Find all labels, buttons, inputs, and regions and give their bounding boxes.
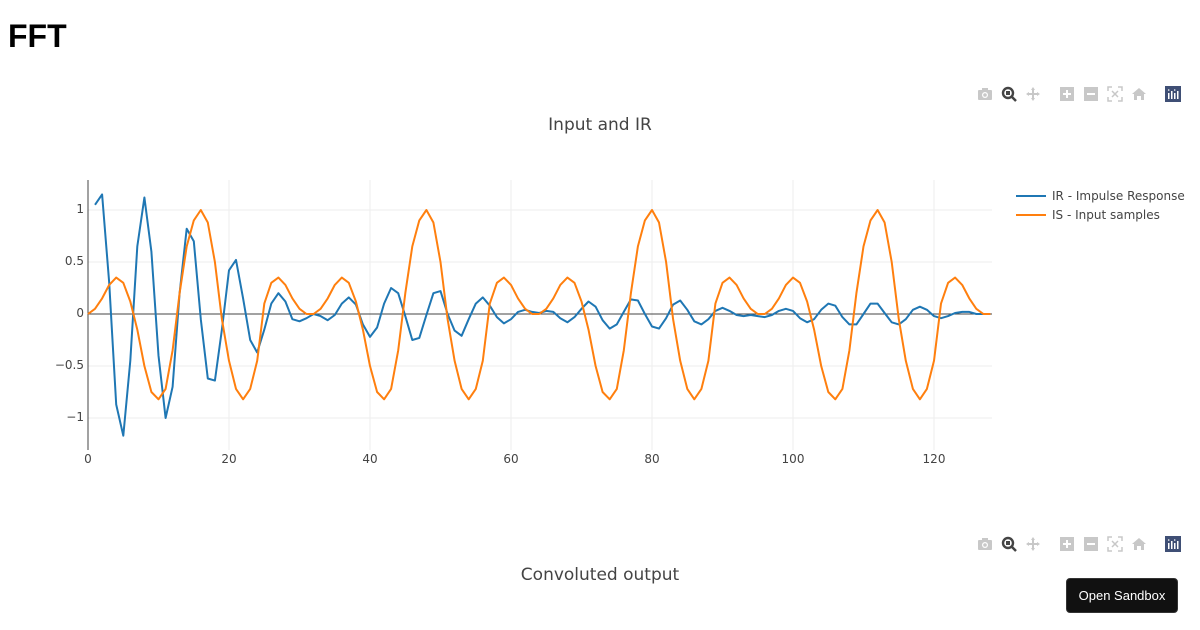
y-tick-label: 0 [76, 306, 84, 320]
legend-swatch-ir [1016, 194, 1046, 197]
legend: IR - Impulse Response IS - Input samples [1012, 186, 1185, 224]
autoscale-icon[interactable] [1106, 85, 1124, 103]
zoom-out-icon[interactable] [1082, 85, 1100, 103]
legend-item-is[interactable]: IS - Input samples [1012, 205, 1185, 224]
y-tick-label: −1 [66, 410, 84, 424]
x-tick-label: 60 [503, 452, 519, 466]
legend-label-ir: IR - Impulse Response [1052, 188, 1185, 203]
x-tick-label: 100 [781, 452, 805, 466]
plotly-logo-icon[interactable] [1164, 535, 1182, 553]
zoom-icon[interactable] [1000, 85, 1018, 103]
zoom-icon[interactable] [1000, 535, 1018, 553]
modebar-top [970, 84, 1182, 104]
zoom-in-icon[interactable] [1058, 85, 1076, 103]
page-title: FFT [8, 18, 67, 54]
pan-icon[interactable] [1024, 535, 1042, 553]
y-tick-label: −0.5 [54, 358, 84, 372]
autoscale-icon[interactable] [1106, 535, 1124, 553]
x-tick-label: 80 [644, 452, 660, 466]
pan-icon[interactable] [1024, 85, 1042, 103]
series-line-is[interactable] [87, 209, 991, 401]
zoom-in-icon[interactable] [1058, 535, 1076, 553]
home-icon[interactable] [1130, 535, 1148, 553]
series-line-ir[interactable] [94, 193, 984, 437]
plot-area-input-ir[interactable] [0, 0, 1200, 480]
plotly-logo-icon[interactable] [1164, 85, 1182, 103]
legend-label-is: IS - Input samples [1052, 207, 1160, 222]
chart-title-input-ir: Input and IR [548, 115, 652, 135]
legend-swatch-is [1016, 213, 1046, 216]
open-sandbox-button[interactable]: Open Sandbox [1066, 578, 1178, 613]
legend-item-ir[interactable]: IR - Impulse Response [1012, 186, 1185, 205]
y-tick-label: 1 [76, 202, 84, 216]
x-tick-label: 120 [922, 452, 946, 466]
x-tick-label: 20 [221, 452, 237, 466]
zoom-out-icon[interactable] [1082, 535, 1100, 553]
chart-title-convoluted-output: Convoluted output [520, 565, 680, 585]
camera-icon[interactable] [976, 535, 994, 553]
home-icon[interactable] [1130, 85, 1148, 103]
x-tick-label: 40 [362, 452, 378, 466]
y-tick-label: 0.5 [64, 254, 84, 268]
modebar-bottom [970, 534, 1182, 554]
camera-icon[interactable] [976, 85, 994, 103]
x-tick-label: 0 [84, 452, 92, 466]
